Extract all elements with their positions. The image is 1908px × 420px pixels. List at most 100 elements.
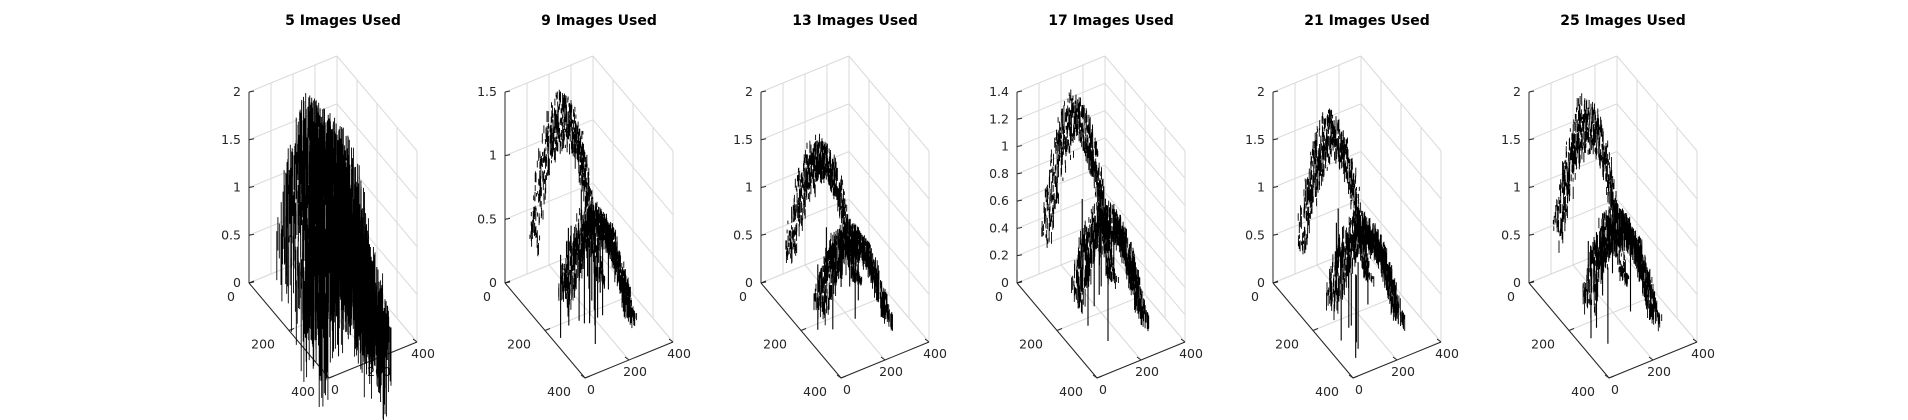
grid-line bbox=[760, 103, 850, 141]
x-tick-label: 400 bbox=[1179, 346, 1203, 361]
x-tick bbox=[1136, 356, 1142, 361]
grid-line bbox=[760, 55, 850, 93]
y-tick-label: 0 bbox=[739, 289, 747, 304]
spike-strokes bbox=[1587, 199, 1632, 344]
grid-line bbox=[1528, 103, 1618, 141]
x-tick-label: 0 bbox=[331, 382, 339, 397]
z-tick-label: 1 bbox=[1001, 139, 1009, 154]
x-tick-label: 0 bbox=[843, 382, 851, 397]
y-tick-label: 0 bbox=[227, 289, 235, 304]
y-tick-label: 200 bbox=[1531, 337, 1555, 352]
z-tick-label: 0 bbox=[745, 275, 753, 290]
x-tick-label: 0 bbox=[1611, 382, 1619, 397]
x-tick bbox=[836, 374, 842, 379]
x-tick bbox=[1648, 356, 1654, 361]
y-tick-label: 400 bbox=[803, 384, 827, 399]
z-tick bbox=[760, 90, 767, 93]
z-tick bbox=[1528, 90, 1535, 93]
x-tick bbox=[1392, 356, 1398, 361]
gridlines bbox=[760, 55, 930, 379]
x-tick-label: 0 bbox=[1355, 382, 1363, 397]
x-tick-label: 0 bbox=[1099, 382, 1107, 397]
y-tick-label: 400 bbox=[1059, 384, 1083, 399]
grid-line bbox=[1056, 294, 1146, 331]
grid-line bbox=[1104, 110, 1186, 206]
x-tick-label: 200 bbox=[1135, 364, 1159, 379]
z-tick bbox=[248, 138, 255, 141]
grid-line bbox=[1104, 82, 1186, 179]
y-tick bbox=[1272, 280, 1279, 284]
grid-line bbox=[1104, 192, 1186, 288]
z-tick-label: 0.5 bbox=[733, 227, 753, 242]
y-tick-label: 0 bbox=[995, 289, 1003, 304]
y-tick bbox=[800, 328, 807, 331]
grid-line bbox=[848, 151, 930, 247]
x-tick-label: 200 bbox=[1647, 364, 1671, 379]
z-tick bbox=[504, 90, 511, 93]
y-tick bbox=[504, 280, 511, 284]
grid-line bbox=[592, 246, 674, 343]
z-tick-label: 0.6 bbox=[989, 193, 1009, 208]
y-tick-label: 0 bbox=[483, 289, 491, 304]
z-tick bbox=[1016, 254, 1023, 257]
z-tick-label: 1 bbox=[1257, 180, 1265, 195]
grid-line bbox=[592, 119, 674, 215]
grid-line bbox=[1104, 137, 1186, 234]
y-tick-label: 200 bbox=[1275, 337, 1299, 352]
grid-line bbox=[1360, 246, 1442, 343]
grid-line bbox=[1568, 294, 1658, 331]
y-tick-label: 400 bbox=[547, 384, 571, 399]
y-tick bbox=[1608, 375, 1615, 379]
grid-line bbox=[544, 294, 634, 331]
z-tick-label: 1.5 bbox=[1245, 132, 1265, 147]
y-tick bbox=[760, 280, 767, 284]
spike-strokes bbox=[1335, 208, 1369, 358]
grid-line bbox=[800, 294, 890, 331]
grid-line bbox=[1528, 198, 1618, 236]
grid-line bbox=[1616, 151, 1698, 247]
panel-5: 0 0.5 1 1.5 2 0 200 400 0 200 400 21 Images Used bbox=[1245, 13, 1459, 399]
grid-line bbox=[1360, 55, 1442, 152]
y-tick bbox=[584, 375, 591, 379]
grid-line bbox=[848, 198, 930, 295]
y-tick-label: 200 bbox=[1019, 337, 1043, 352]
z-tick-label: 1 bbox=[489, 148, 497, 163]
x-tick bbox=[1180, 338, 1186, 343]
grid-line bbox=[1528, 55, 1618, 93]
x-tick-label: 0 bbox=[587, 382, 595, 397]
z-tick bbox=[248, 90, 255, 93]
x-tick-label: 400 bbox=[923, 346, 947, 361]
panel-title: 5 Images Used bbox=[285, 13, 401, 29]
z-tick bbox=[1016, 90, 1023, 93]
y-tick bbox=[1352, 375, 1359, 379]
grid-line bbox=[1616, 55, 1698, 152]
x-tick-label: 400 bbox=[411, 346, 435, 361]
z-tick-label: 1 bbox=[1513, 180, 1521, 195]
z-tick bbox=[1272, 138, 1279, 141]
grid-line bbox=[1360, 151, 1442, 247]
grid-line bbox=[1360, 198, 1442, 295]
y-tick-label: 200 bbox=[507, 337, 531, 352]
x-tick bbox=[1092, 374, 1098, 379]
y-tick-label: 200 bbox=[763, 337, 787, 352]
z-tick-label: 0 bbox=[1257, 275, 1265, 290]
panel-title: 17 Images Used bbox=[1048, 13, 1174, 29]
z-tick-label: 1 bbox=[745, 180, 753, 195]
surface-data bbox=[1297, 108, 1406, 358]
panel-title: 9 Images Used bbox=[541, 13, 657, 29]
z-tick-label: 0.2 bbox=[989, 248, 1009, 263]
grid-line bbox=[336, 55, 418, 152]
panel-3: 0 0.5 1 1.5 2 0 200 400 0 200 400 13 Images Used bbox=[733, 13, 947, 399]
z-tick bbox=[1528, 186, 1535, 188]
grid-line bbox=[1312, 294, 1402, 331]
x-tick bbox=[880, 356, 886, 361]
grid-line bbox=[1104, 164, 1186, 261]
z-tick-label: 0.5 bbox=[1245, 227, 1265, 242]
z-tick-label: 0.5 bbox=[477, 211, 497, 226]
z-tick-label: 0 bbox=[1513, 275, 1521, 290]
panel-6: 0 0.5 1 1.5 2 0 200 400 0 200 400 25 Images Used bbox=[1501, 13, 1715, 399]
z-tick-label: 0.5 bbox=[1501, 227, 1521, 242]
z-tick bbox=[1016, 226, 1023, 229]
